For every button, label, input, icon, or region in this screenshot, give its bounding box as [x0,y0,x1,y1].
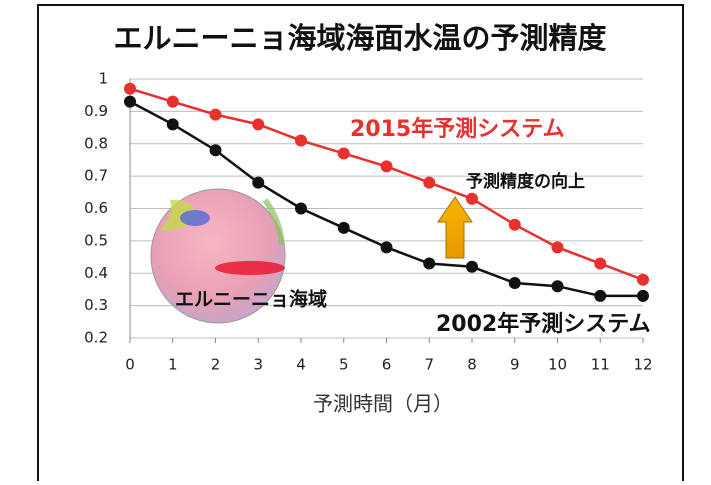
data-point [337,147,350,160]
x-tick-label: 9 [510,356,520,374]
x-tick-label: 4 [296,356,306,374]
y-tick-label: 0.4 [84,264,108,282]
data-point [295,134,307,147]
data-point [637,289,649,302]
data-point [380,241,393,254]
y-tick-label: 0.6 [84,199,108,217]
y-tick-label: 0.9 [84,102,108,120]
x-tick-label: 11 [591,356,610,374]
x-tick-label: 12 [633,356,652,374]
x-tick-label: 10 [548,356,567,374]
legend-label: 2002年予測システム [436,311,651,337]
x-tick-label: 3 [253,356,263,374]
data-point [594,289,607,302]
data-point [551,280,564,293]
data-point [166,118,179,131]
y-tick-label: 0.7 [84,167,108,185]
data-point [252,118,265,131]
data-point [252,176,265,189]
x-tick-label: 8 [467,356,477,374]
x-tick-label: 2 [211,356,221,374]
data-point [508,218,521,231]
x-tick-label: 1 [168,356,178,374]
data-point [466,260,478,273]
data-point [423,257,436,270]
data-point [594,257,607,270]
data-point [209,108,222,121]
y-tick-label: 0.8 [84,134,108,152]
y-tick-label: 1 [98,70,108,88]
x-tick-label: 0 [125,356,135,374]
data-point [337,221,350,234]
x-tick-label: 6 [382,356,392,374]
y-tick-label: 0.3 [84,296,108,314]
globe [150,188,286,324]
data-point [295,202,307,215]
data-point [423,176,436,189]
annotation: 予測精度の向上 [466,171,585,192]
y-tick-label: 0.2 [84,329,108,347]
improvement-arrow [437,196,473,259]
data-point [166,95,179,108]
x-tick-label: 7 [424,356,434,374]
data-point [209,144,222,157]
legend-label: 2015年予測システム [350,116,565,142]
data-point [466,192,478,205]
data-point [508,276,521,289]
data-point [380,160,393,173]
data-point [124,82,136,95]
data-point [551,241,564,254]
data-point [124,95,136,108]
chart-title: エルニーニョ海域海面水温の予測精度 [113,21,606,55]
y-tick-label: 0.5 [84,231,108,249]
x-tick-label: 5 [339,356,349,374]
x-axis-label: 予測時間（月） [313,392,453,416]
annotation: エルニーニョ海域 [175,288,327,311]
data-point [637,273,649,286]
frame [37,4,684,481]
